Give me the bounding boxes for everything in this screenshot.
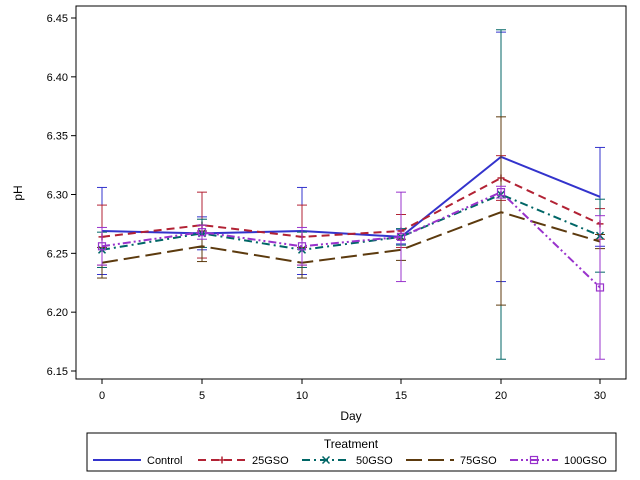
series-line	[101, 155, 601, 238]
x-tick-label: 20	[495, 390, 507, 402]
series-100gso	[97, 185, 605, 360]
y-tick-label: 6.15	[47, 366, 68, 378]
legend: Treatment Control 25GSO 50GSO 75GSO 100GSO	[86, 432, 617, 472]
x-tick-label: 0	[99, 390, 105, 402]
x-tick-label: 5	[199, 390, 205, 402]
series-50gso	[97, 29, 605, 360]
y-tick-label: 6.20	[47, 307, 68, 319]
legend-item-control: Control	[93, 455, 182, 467]
legend-title: Treatment	[324, 437, 379, 451]
data-point	[595, 283, 605, 292]
series-75gso	[97, 116, 605, 306]
legend-item-25gso: 25GSO	[198, 455, 289, 467]
data-point	[197, 228, 207, 237]
series-layer	[97, 29, 605, 360]
data-point	[297, 242, 307, 251]
y-axis-title: pH	[11, 185, 25, 200]
x-tick-label: 15	[395, 390, 407, 402]
series-line	[101, 211, 601, 264]
series-25gso	[97, 155, 605, 266]
x-axis-title: Day	[340, 409, 361, 423]
x-tick-label: 10	[296, 390, 308, 402]
legend-label: Control	[147, 455, 182, 467]
series-line	[101, 193, 601, 251]
plot-frame	[75, 5, 627, 380]
series-line	[101, 190, 601, 289]
series-line	[101, 176, 601, 238]
legend-label: 50GSO	[356, 455, 393, 467]
legend-item-100gso: 100GSO	[510, 455, 607, 467]
data-point	[396, 232, 406, 241]
data-point	[97, 242, 107, 251]
y-tick-label: 6.30	[47, 190, 68, 202]
legend-items: Control 25GSO 50GSO 75GSO 100GSO	[93, 455, 607, 467]
y-tick-label: 6.45	[47, 13, 68, 25]
x-axis: 0 5 10 15 20 30	[99, 379, 606, 402]
legend-label: 75GSO	[460, 455, 497, 467]
y-tick-label: 6.25	[47, 248, 68, 260]
data-point	[321, 455, 331, 465]
x-tick-label: 30	[594, 390, 606, 402]
legend-item-75gso: 75GSO	[406, 455, 497, 467]
legend-item-50gso: 50GSO	[302, 455, 393, 467]
legend-label: 25GSO	[252, 455, 289, 467]
data-point	[496, 188, 506, 197]
data-point	[529, 455, 539, 465]
legend-frame	[86, 432, 617, 472]
legend-label: 100GSO	[564, 455, 607, 467]
data-point	[218, 456, 226, 464]
y-tick-label: 6.40	[47, 72, 68, 84]
y-axis: 6.15 6.20 6.25 6.30 6.35 6.40 6.45	[47, 13, 76, 378]
y-tick-label: 6.35	[47, 131, 68, 143]
